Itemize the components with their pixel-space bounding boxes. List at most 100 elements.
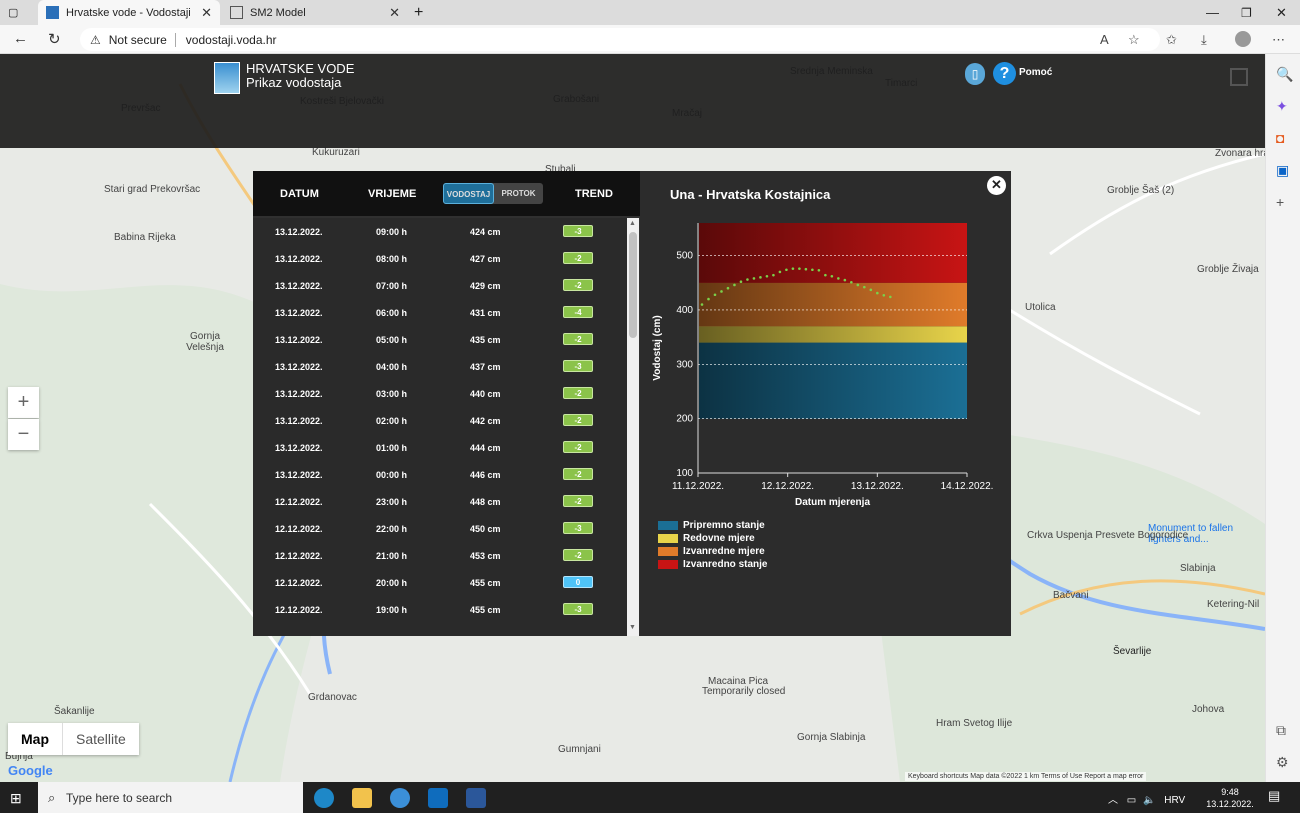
mobile-app-icon[interactable]: ▯: [965, 63, 985, 85]
fullscreen-icon[interactable]: [1230, 68, 1248, 86]
map-place-label[interactable]: Gumnjani: [558, 744, 601, 755]
map-place-label[interactable]: Babina Rijeka: [114, 232, 176, 243]
file-explorer-icon[interactable]: [352, 788, 372, 808]
table-row[interactable]: 13.12.2022. 08:00 h 427 cm -2: [253, 245, 627, 272]
internet-explorer-icon[interactable]: [390, 788, 410, 808]
close-tab-icon[interactable]: ✕: [389, 5, 400, 20]
favorites-icon[interactable]: ✩: [1166, 32, 1177, 47]
restore-icon[interactable]: ❐: [1241, 5, 1252, 20]
map-place-label[interactable]: Macaina Pica: [708, 676, 769, 687]
map-attribution[interactable]: Keyboard shortcuts Map data ©2022 1 km T…: [905, 772, 1147, 781]
table-row[interactable]: 13.12.2022. 02:00 h 442 cm -2: [253, 407, 627, 434]
sidebar-layout-icon[interactable]: ⧉: [1276, 722, 1286, 738]
table-row[interactable]: 12.12.2022. 19:00 h 455 cm -3: [253, 596, 627, 623]
row-date: 13.12.2022.: [275, 335, 323, 345]
table-row[interactable]: 12.12.2022. 22:00 h 450 cm -3: [253, 515, 627, 542]
table-row[interactable]: 13.12.2022. 00:00 h 446 cm -2: [253, 461, 627, 488]
toggle-flow-button[interactable]: PROTOK: [501, 189, 536, 198]
brand-title: HRVATSKE VODE: [246, 61, 355, 76]
table-row[interactable]: 13.12.2022. 09:00 h 424 cm -3: [253, 218, 627, 245]
settings-icon[interactable]: ⚙: [1276, 754, 1289, 770]
tray-chevron-icon[interactable]: ︿: [1108, 795, 1118, 806]
map-place-label[interactable]: Hram Svetog Ilije: [936, 718, 1013, 729]
map-place-label[interactable]: Bujnja: [5, 751, 33, 762]
row-date: 13.12.2022.: [275, 281, 323, 291]
close-tab-icon[interactable]: ✕: [201, 5, 212, 20]
add-sidebar-icon[interactable]: +: [1276, 194, 1285, 210]
tab-actions-icon[interactable]: ▢: [8, 7, 19, 19]
windows-start-icon[interactable]: ⊞: [10, 790, 22, 806]
tab-sm2-model[interactable]: SM2 Model ✕: [222, 0, 408, 25]
map-place-label[interactable]: Stubalj: [545, 164, 576, 175]
map-place-label[interactable]: Johova: [1192, 704, 1225, 715]
system-tray[interactable]: ︿ ▭ 🔈 HRV: [1108, 791, 1185, 806]
map-type-map-button[interactable]: Map: [21, 731, 49, 747]
volume-icon[interactable]: 🔈: [1143, 795, 1156, 806]
profile-icon[interactable]: [1235, 31, 1251, 47]
map-place-label[interactable]: Šakanlije: [54, 706, 95, 717]
table-row[interactable]: 12.12.2022. 21:00 h 453 cm -2: [253, 542, 627, 569]
map-place-label[interactable]: Temporarily closed: [702, 686, 786, 697]
scroll-up-icon[interactable]: ▲: [629, 220, 636, 227]
tab-hrvatske-vode[interactable]: Hrvatske vode - Vodostaji ✕: [38, 0, 220, 25]
map-area[interactable]: Stari grad Prekovršac Babina Rijeka Gornja…: [0, 54, 1265, 782]
table-row[interactable]: 13.12.2022. 04:00 h 437 cm -3: [253, 353, 627, 380]
map-place-label[interactable]: Gornja Velešnja: [186, 331, 224, 353]
new-tab-icon[interactable]: +: [414, 3, 424, 21]
map-place-label[interactable]: Groblje Živaja: [1197, 264, 1259, 275]
map-place-label[interactable]: Ševarlije: [1113, 646, 1152, 657]
edge-app-icon[interactable]: [314, 788, 334, 808]
map-place-label[interactable]: Zvonara hram apostola ...: [1215, 148, 1265, 159]
map-place-label[interactable]: Kukuruzari: [312, 147, 360, 158]
toggle-level-button[interactable]: VODOSTAJ: [443, 183, 494, 204]
map-place-label[interactable]: Monument to fallen fighters and...: [1148, 523, 1234, 545]
table-row[interactable]: 12.12.2022. 23:00 h 448 cm -2: [253, 488, 627, 515]
table-row[interactable]: 12.12.2022. 20:00 h 455 cm 0: [253, 569, 627, 596]
back-icon[interactable]: ←: [13, 30, 28, 47]
table-row[interactable]: 13.12.2022. 07:00 h 429 cm -2: [253, 272, 627, 299]
notifications-icon[interactable]: ▤: [1268, 788, 1281, 803]
help-icon[interactable]: ?: [993, 62, 1016, 85]
language-indicator[interactable]: HRV: [1164, 795, 1186, 806]
minimize-icon[interactable]: —: [1206, 5, 1219, 20]
zoom-out-button[interactable]: −: [8, 419, 39, 450]
map-place-label[interactable]: Slabinja: [1180, 563, 1216, 574]
map-place-label[interactable]: Groblje Šaš (2): [1107, 185, 1175, 196]
favorites-add-icon[interactable]: ☆: [1128, 32, 1140, 47]
clock[interactable]: 9:48 13.12.2022.: [1206, 786, 1254, 810]
close-popup-icon[interactable]: ✕: [987, 176, 1006, 195]
office-icon[interactable]: ◘: [1276, 130, 1285, 146]
downloads-icon[interactable]: ⤓: [1201, 32, 1207, 47]
outlook-icon[interactable]: ▣: [1276, 162, 1290, 178]
map-type-satellite-button[interactable]: Satellite: [62, 723, 139, 755]
legend-item: Izvanredne mjere: [658, 546, 765, 557]
copilot-icon[interactable]: ✦: [1276, 98, 1288, 114]
table-row[interactable]: 13.12.2022. 03:00 h 440 cm -2: [253, 380, 627, 407]
map-place-label[interactable]: Ketering-Nil: [1207, 599, 1260, 610]
zoom-in-button[interactable]: +: [8, 387, 39, 418]
taskbar-search[interactable]: ⌕ Type here to search: [38, 782, 303, 813]
map-place-label[interactable]: Bačvani: [1053, 590, 1089, 601]
map-place-label[interactable]: Grdanovac: [308, 692, 357, 703]
table-row[interactable]: 13.12.2022. 06:00 h 431 cm -4: [253, 299, 627, 326]
refresh-icon[interactable]: ↻: [48, 31, 61, 48]
table-row[interactable]: 13.12.2022. 05:00 h 435 cm -2: [253, 326, 627, 353]
map-place-label[interactable]: Gornja Slabinja: [797, 732, 866, 743]
map-place-label[interactable]: Crkva Uspenja Presvete Bogorodice: [1027, 530, 1189, 541]
help-label[interactable]: Pomoć: [1019, 67, 1053, 78]
map-place-label[interactable]: Utolica: [1025, 302, 1056, 313]
menu-icon[interactable]: ⋯: [1272, 32, 1285, 47]
word-app-icon[interactable]: [466, 788, 486, 808]
network-icon[interactable]: ▭: [1126, 795, 1137, 806]
read-aloud-icon[interactable]: A: [1100, 32, 1109, 47]
scrollbar-thumb[interactable]: [629, 232, 637, 338]
close-window-icon[interactable]: ✕: [1276, 4, 1287, 20]
search-icon[interactable]: 🔍: [1276, 66, 1294, 82]
map-place-label[interactable]: Stari grad Prekovršac: [104, 184, 201, 195]
table-row[interactable]: 13.12.2022. 01:00 h 444 cm -2: [253, 434, 627, 461]
table-scrollbar[interactable]: ▲ ▼: [627, 218, 639, 636]
url-field[interactable]: ⚠ Not secure vodostaji.voda.hr: [80, 28, 1160, 51]
outlook-app-icon[interactable]: [428, 788, 448, 808]
scroll-down-icon[interactable]: ▼: [629, 624, 636, 631]
row-time: 06:00 h: [376, 308, 408, 318]
